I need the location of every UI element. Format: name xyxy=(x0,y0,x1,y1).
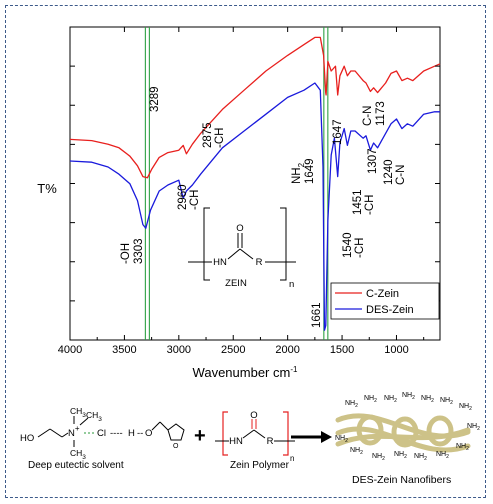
fiber-strand xyxy=(335,426,471,453)
methyl-mid: CH3 xyxy=(86,410,102,423)
annotation-1540: 1540-CH xyxy=(342,232,366,258)
left-bracket xyxy=(203,207,210,281)
legend: C-Zein DES-Zein xyxy=(330,282,440,320)
polymer-r: R xyxy=(267,436,274,447)
methyl-top: CH3 xyxy=(70,406,86,419)
bond xyxy=(79,417,89,426)
hydrogen-bond-2: -- xyxy=(137,428,143,439)
right-bracket xyxy=(280,207,287,281)
amine-label: NH2 xyxy=(421,395,434,404)
legend-label-des-zein: DES-Zein xyxy=(366,304,414,316)
bond xyxy=(159,421,169,431)
annotation-2875: 2875-CH xyxy=(202,122,226,148)
bond xyxy=(253,429,266,439)
nanofiber-caption: DES-Zein Nanofibers xyxy=(352,474,451,486)
polymer-n: n xyxy=(290,454,294,463)
fiber-loop xyxy=(426,415,454,447)
amine-label: NH2 xyxy=(436,451,449,460)
legend-box xyxy=(330,282,440,320)
y-ticks xyxy=(70,65,440,302)
dashed-frame xyxy=(5,5,486,498)
annotation-3289: 3289 xyxy=(149,86,161,112)
zein-polymer-caption: Zein Polymer xyxy=(230,460,290,471)
y-axis-label: T% xyxy=(37,181,57,196)
atom-n-plus: N+ xyxy=(68,424,80,439)
annotation-1647: 1647 xyxy=(332,119,344,145)
plus-sign: + xyxy=(194,425,206,447)
amine-label: NH2 xyxy=(372,453,385,462)
annotation-1451: 1451-CH xyxy=(352,189,376,215)
legend-label-c-zein: C-Zein xyxy=(366,288,399,300)
bond xyxy=(151,421,161,431)
des-molecule: HO N+ CH3 CH3 CH3 Cl ---- H -- O xyxy=(20,406,185,471)
bond xyxy=(242,429,255,439)
reaction-scheme: HO N+ CH3 CH3 CH3 Cl ---- H -- O xyxy=(20,392,480,486)
amine-label: NH2 xyxy=(384,395,397,404)
annotation-1661: 1661 xyxy=(311,302,323,328)
x-tick-label: 3000 xyxy=(167,344,191,356)
amine-label: NH2 xyxy=(456,443,469,452)
amine-label: NH2 xyxy=(335,435,348,444)
amine-label: NH2 xyxy=(394,451,407,460)
amine-label: NH2 xyxy=(459,403,472,412)
x-tick-label: 2000 xyxy=(275,344,299,356)
subscript-n: n xyxy=(289,279,294,290)
ftir-chart: 4000 3500 3000 2500 2000 1500 1000 Wavenumber … xyxy=(37,26,441,380)
atom-cl: Cl xyxy=(97,428,106,439)
des-caption: Deep eutectic solvent xyxy=(28,460,124,471)
atom-ho: HO xyxy=(20,433,34,444)
bond xyxy=(37,428,51,438)
bond xyxy=(227,248,241,260)
annotation-2960: 2960-CH xyxy=(177,184,201,210)
annotation-1649: NH21649 xyxy=(291,158,316,184)
atom-h: H xyxy=(128,428,135,439)
amine-label: NH2 xyxy=(350,447,363,456)
annotation-1307: 1307 xyxy=(367,148,379,174)
x-tick-label: 3500 xyxy=(112,344,136,356)
series-line-des-zein xyxy=(69,82,440,331)
series-line-c-zein xyxy=(69,36,441,179)
x-tick-label: 2500 xyxy=(221,344,245,356)
furan-o: O xyxy=(173,443,179,450)
polymer-right-bracket xyxy=(283,411,289,456)
polymer-o: O xyxy=(250,410,257,421)
furan-ring xyxy=(167,423,185,441)
amine-label: NH2 xyxy=(402,392,415,401)
amine-label: NH2 xyxy=(467,423,480,432)
annotation-1240: 1240C-N xyxy=(383,159,407,185)
x-tick-label: 1500 xyxy=(330,344,354,356)
annotation-1173: C-N1173 xyxy=(362,101,387,126)
zein-name: ZEIN xyxy=(225,278,247,289)
amine-label: NH2 xyxy=(440,397,453,406)
atom-o-ether: O xyxy=(145,428,152,439)
atom-r: R xyxy=(256,257,263,268)
series-group xyxy=(69,36,441,331)
fiber-loop xyxy=(391,416,419,448)
methyl-bottom: CH3 xyxy=(70,448,86,461)
arrow-head xyxy=(321,431,332,443)
amine-label: NH2 xyxy=(364,395,377,404)
amine-label: NH2 xyxy=(414,453,427,462)
bond xyxy=(49,428,63,438)
reaction-arrow xyxy=(291,431,332,443)
polymer-left-bracket xyxy=(222,411,228,456)
annotation-3303: -OH3303 xyxy=(120,238,145,264)
x-tick-label: 1000 xyxy=(384,344,408,356)
fiber-loop xyxy=(356,414,384,446)
x-ticks: 4000 3500 3000 2500 2000 1500 1000 xyxy=(58,27,425,356)
bond xyxy=(61,432,69,438)
x-tick-label: 4000 xyxy=(58,344,82,356)
polymer-hn: HN xyxy=(229,436,243,447)
atom-o: O xyxy=(236,223,243,234)
zein-polymer: O HN R n Zein Polymer xyxy=(215,410,295,471)
bond xyxy=(239,248,254,260)
x-axis-label: Wavenumber cm-1 xyxy=(193,365,298,380)
hydrogen-bond: ---- xyxy=(110,428,123,439)
zein-structure: O HN R n ZEIN xyxy=(188,207,296,290)
amine-label: NH2 xyxy=(345,400,358,409)
atom-hn: HN xyxy=(213,257,227,268)
